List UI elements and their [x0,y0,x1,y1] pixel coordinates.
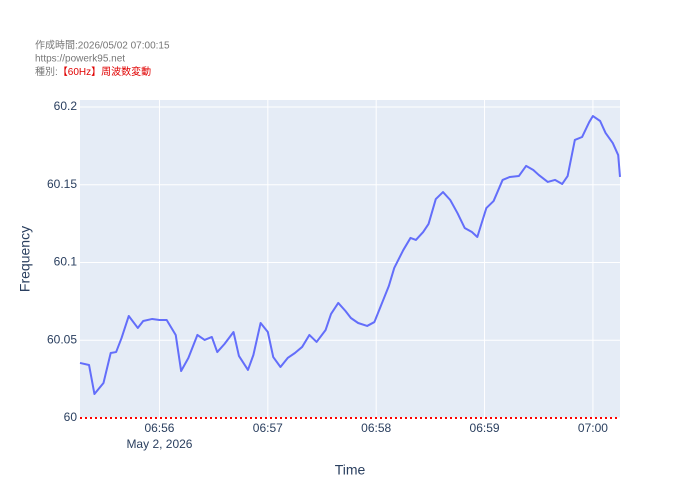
x-date-label: May 2, 2026 [126,437,192,451]
plot-area [80,100,620,418]
y-tick-label: 60.15 [47,177,77,191]
y-tick-label: 60.05 [47,332,77,346]
header-line: 作成時間:2026/05/02 07:00:15 [35,40,170,52]
x-tick-label: 06:59 [470,421,500,435]
y-tick-label: 60.1 [54,255,78,269]
x-tick-label: 06:56 [144,421,174,435]
header-label: 種別: [35,65,58,78]
y-tick-label: 60.2 [54,99,78,113]
y-axis-title: Frequency [17,226,33,292]
x-axis-title: Time [335,462,366,478]
header-highlight: 【60Hz】周波数変動 [58,65,151,78]
x-tick-label: 06:58 [361,421,391,435]
x-tick-label: 07:00 [578,421,608,435]
header-line: https://powerk95.net [35,54,125,65]
y-tick-label: 60 [64,410,78,424]
x-tick-label: 06:57 [253,421,283,435]
data-line [79,115,621,396]
header-line: 種別:【60Hz】周波数変動 [35,65,151,78]
